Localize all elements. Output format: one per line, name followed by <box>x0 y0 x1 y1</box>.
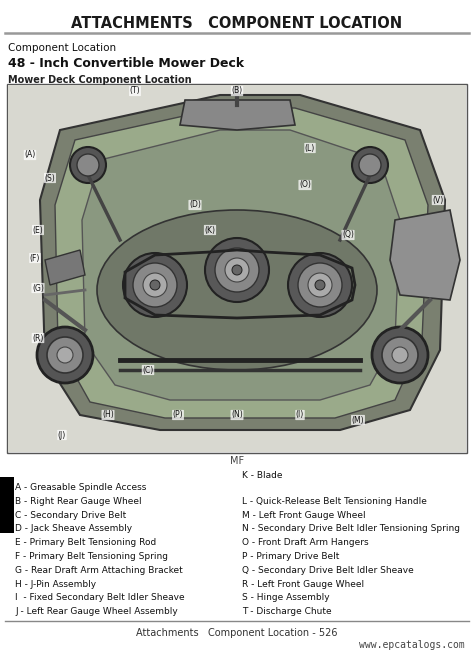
Ellipse shape <box>97 210 377 370</box>
Circle shape <box>392 347 408 363</box>
Text: (J): (J) <box>58 430 66 439</box>
Text: www.epcatalogs.com: www.epcatalogs.com <box>359 640 465 650</box>
Text: P - Primary Drive Belt: P - Primary Drive Belt <box>242 552 339 561</box>
Circle shape <box>298 263 342 307</box>
Text: (I): (I) <box>296 411 304 419</box>
Text: N - Secondary Drive Belt Idler Tensioning Spring: N - Secondary Drive Belt Idler Tensionin… <box>242 525 460 533</box>
Circle shape <box>47 337 83 373</box>
Text: (H): (H) <box>102 411 114 419</box>
Circle shape <box>143 273 167 297</box>
Text: (N): (N) <box>231 411 243 419</box>
Text: M - Left Front Gauge Wheel: M - Left Front Gauge Wheel <box>242 510 365 519</box>
Text: (O): (O) <box>299 180 311 189</box>
Text: O - Front Draft Arm Hangers: O - Front Draft Arm Hangers <box>242 538 369 547</box>
Polygon shape <box>82 130 400 400</box>
Polygon shape <box>40 95 445 430</box>
Text: (L): (L) <box>305 143 315 152</box>
Text: (E): (E) <box>33 225 44 234</box>
Text: (S): (S) <box>45 174 55 182</box>
Circle shape <box>70 147 106 183</box>
Text: (K): (K) <box>204 225 216 234</box>
Circle shape <box>205 238 269 302</box>
Text: (V): (V) <box>432 195 444 204</box>
FancyBboxPatch shape <box>8 85 466 452</box>
Polygon shape <box>390 210 460 300</box>
Text: A - Greasable Spindle Access: A - Greasable Spindle Access <box>15 483 146 492</box>
Circle shape <box>382 337 418 373</box>
Text: (F): (F) <box>30 253 40 262</box>
Text: (A): (A) <box>24 150 36 159</box>
FancyBboxPatch shape <box>7 84 467 453</box>
Text: (Q): (Q) <box>342 230 354 240</box>
Text: Q - Secondary Drive Belt Idler Sheave: Q - Secondary Drive Belt Idler Sheave <box>242 566 414 575</box>
Text: D - Jack Sheave Assembly: D - Jack Sheave Assembly <box>15 525 132 533</box>
Polygon shape <box>45 250 85 285</box>
Text: G - Rear Draft Arm Attaching Bracket: G - Rear Draft Arm Attaching Bracket <box>15 566 183 575</box>
Text: I  - Fixed Secondary Belt Idler Sheave: I - Fixed Secondary Belt Idler Sheave <box>15 594 185 602</box>
Circle shape <box>288 253 352 317</box>
Text: (C): (C) <box>142 365 154 374</box>
Circle shape <box>37 327 93 383</box>
Text: E - Primary Belt Tensioning Rod: E - Primary Belt Tensioning Rod <box>15 538 156 547</box>
Text: (R): (R) <box>32 333 44 342</box>
Circle shape <box>359 154 381 176</box>
Text: Mower Deck Component Location: Mower Deck Component Location <box>8 75 191 85</box>
Text: K - Blade: K - Blade <box>242 471 283 480</box>
Circle shape <box>215 248 259 292</box>
Text: (T): (T) <box>130 87 140 96</box>
Text: T - Discharge Chute: T - Discharge Chute <box>242 607 332 616</box>
Circle shape <box>123 253 187 317</box>
Circle shape <box>352 147 388 183</box>
Text: S - Hinge Assembly: S - Hinge Assembly <box>242 594 329 602</box>
Circle shape <box>57 347 73 363</box>
Text: (D): (D) <box>189 201 201 210</box>
Polygon shape <box>55 108 428 418</box>
Circle shape <box>315 280 325 290</box>
Text: (G): (G) <box>32 283 44 292</box>
Text: H - J-Pin Assembly: H - J-Pin Assembly <box>15 579 96 589</box>
Circle shape <box>372 327 428 383</box>
Circle shape <box>150 280 160 290</box>
Text: 48 - Inch Convertible Mower Deck: 48 - Inch Convertible Mower Deck <box>8 57 244 70</box>
Circle shape <box>232 265 242 275</box>
Text: L - Quick-Release Belt Tensioning Handle: L - Quick-Release Belt Tensioning Handle <box>242 497 427 506</box>
Circle shape <box>225 258 249 282</box>
Text: ATTACHMENTS   COMPONENT LOCATION: ATTACHMENTS COMPONENT LOCATION <box>72 16 402 31</box>
Text: Component Location: Component Location <box>8 43 116 53</box>
Circle shape <box>308 273 332 297</box>
Text: MF: MF <box>230 456 244 466</box>
Text: C - Secondary Drive Belt: C - Secondary Drive Belt <box>15 510 126 519</box>
Polygon shape <box>180 100 295 130</box>
Text: (M): (M) <box>352 415 365 424</box>
Text: R - Left Front Gauge Wheel: R - Left Front Gauge Wheel <box>242 579 364 589</box>
Circle shape <box>77 154 99 176</box>
Text: (B): (B) <box>231 87 243 96</box>
Text: Attachments   Component Location - 526: Attachments Component Location - 526 <box>136 628 338 638</box>
FancyBboxPatch shape <box>0 477 14 533</box>
Text: (P): (P) <box>173 411 183 419</box>
Text: J - Left Rear Gauge Wheel Assembly: J - Left Rear Gauge Wheel Assembly <box>15 607 178 616</box>
Circle shape <box>133 263 177 307</box>
Text: F - Primary Belt Tensioning Spring: F - Primary Belt Tensioning Spring <box>15 552 168 561</box>
Text: B - Right Rear Gauge Wheel: B - Right Rear Gauge Wheel <box>15 497 142 506</box>
